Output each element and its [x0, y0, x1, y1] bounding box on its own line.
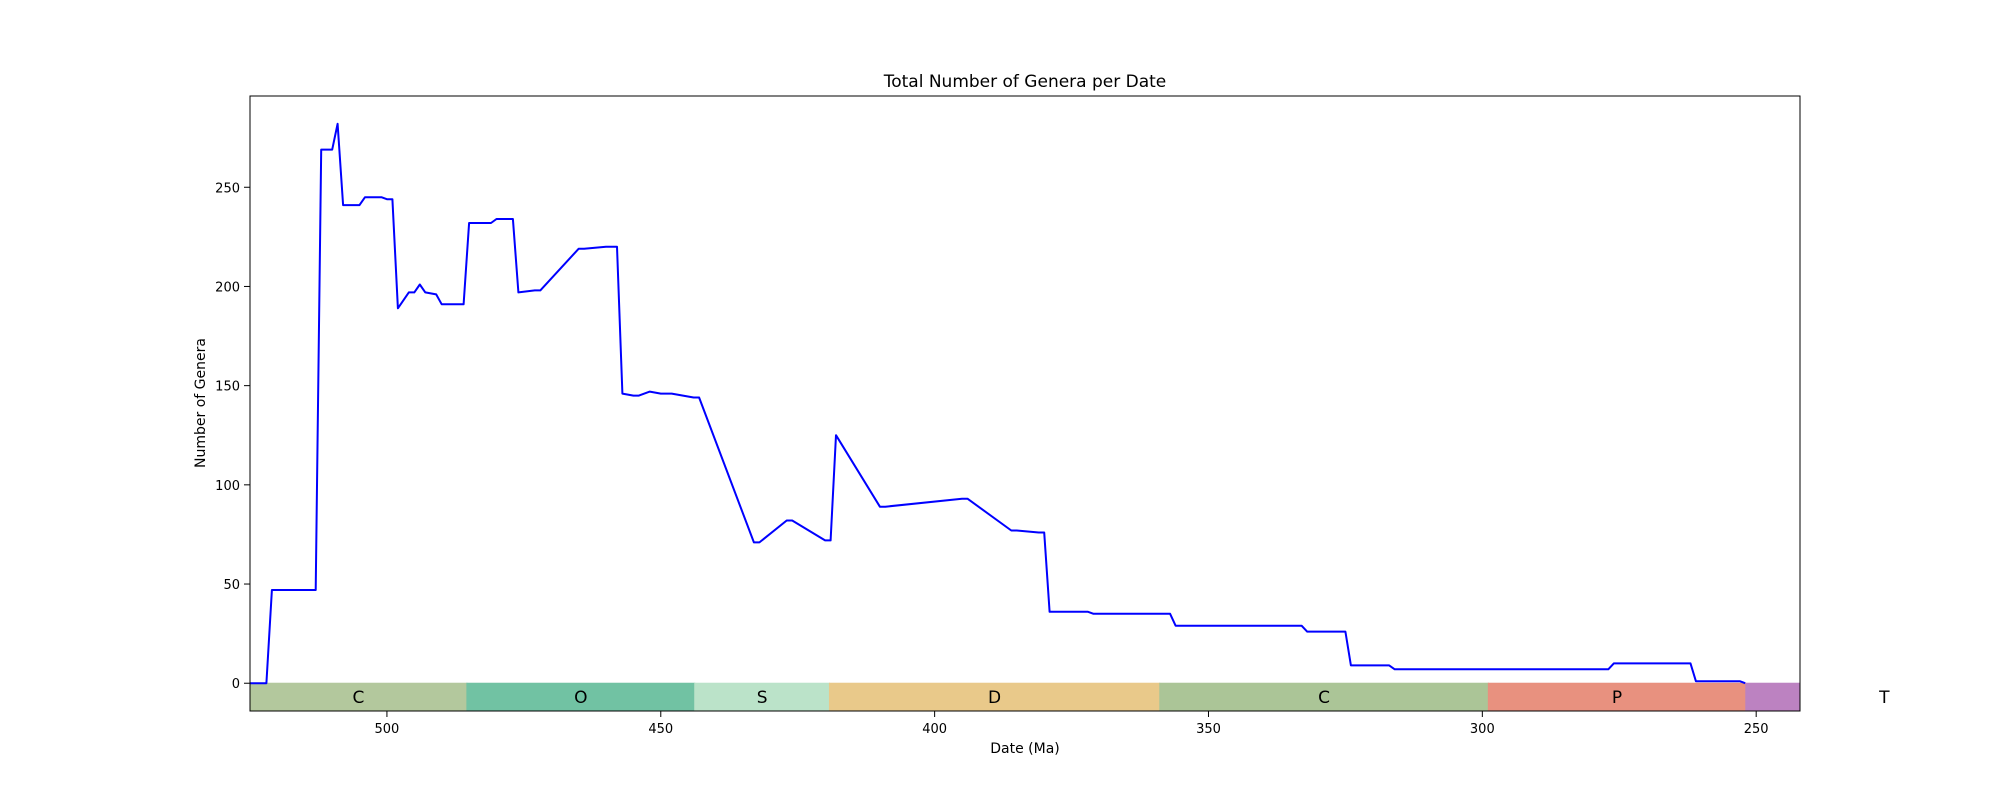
x-tick-label: 450: [648, 722, 673, 737]
y-axis-label: Number of Genera: [193, 338, 209, 468]
plot-frame: [249, 95, 1801, 712]
period-label-6: T: [1878, 688, 1890, 708]
x-tick-label: 250: [1744, 722, 1769, 737]
period-box-6: [1745, 682, 1801, 712]
y-tick-label: 50: [223, 578, 240, 593]
y-tick-label: 100: [215, 479, 240, 494]
period-box-0: [249, 682, 468, 712]
period-label-2: S: [757, 688, 768, 708]
period-box-2: [694, 682, 830, 712]
genera-line: [250, 122, 1746, 685]
x-tick-label: 350: [1196, 722, 1221, 737]
y-tick-label: 0: [232, 677, 240, 692]
x-tick-label: 300: [1470, 722, 1495, 737]
x-tick-label: 400: [922, 722, 947, 737]
y-tick-label: 150: [215, 380, 240, 395]
x-tick-label: 500: [375, 722, 400, 737]
y-tick-label: 200: [215, 280, 240, 295]
x-axis-label: Date (Ma): [990, 741, 1060, 757]
period-label-4: C: [1318, 688, 1330, 708]
period-label-1: O: [574, 688, 587, 708]
x-axis: 500 450 400 350 300 250: [375, 711, 1769, 737]
period-label-3: D: [988, 688, 1001, 708]
chart-title: Total Number of Genera per Date: [883, 72, 1167, 92]
period-box-5: [1487, 682, 1747, 712]
period-box-1: [466, 682, 696, 712]
period-label-5: P: [1612, 688, 1622, 708]
y-axis: 0 50 100 150 200 250: [215, 181, 250, 692]
y-tick-label: 250: [215, 181, 240, 196]
period-label-0: C: [353, 688, 365, 708]
